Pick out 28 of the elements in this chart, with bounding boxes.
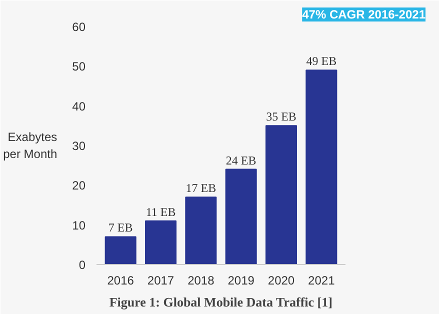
y-tick-label: 30 [72, 139, 86, 153]
data-label: 49 EB [306, 54, 337, 68]
bar [265, 125, 298, 264]
x-tick-label: 2021 [308, 274, 336, 288]
y-tick-label: 40 [72, 99, 86, 114]
x-tick-label: 2016 [107, 274, 134, 288]
y-axis-title: Exabytes per Month [3, 130, 58, 161]
x-tick-label: 2018 [188, 274, 215, 288]
x-tick-label: 2020 [268, 274, 295, 288]
text: 47% CAGR 2016-2021 [302, 8, 426, 22]
bar [144, 220, 177, 264]
y-tick-label: 0 [78, 258, 86, 272]
bar [104, 236, 136, 264]
x-tick-label: 2017 [147, 274, 174, 288]
bar [225, 168, 257, 264]
data-label: 24 EB [226, 153, 256, 168]
data-label: 11 EB [146, 204, 176, 219]
y-tick-label: 50 [72, 60, 86, 74]
y-tick-label: 20 [72, 178, 86, 193]
x-tick-label: 2019 [228, 274, 255, 288]
data-label: 35 EB [266, 110, 296, 124]
y-tick-label: 60 [72, 20, 86, 34]
y-tick-label: 10 [72, 218, 86, 232]
bar [306, 70, 338, 264]
data-label: 7 EB [108, 220, 133, 235]
bar [185, 196, 217, 264]
text: Figure 1: Global Mobile Data Traffic [1] [109, 294, 332, 310]
data-label: 17 EB [186, 181, 216, 196]
